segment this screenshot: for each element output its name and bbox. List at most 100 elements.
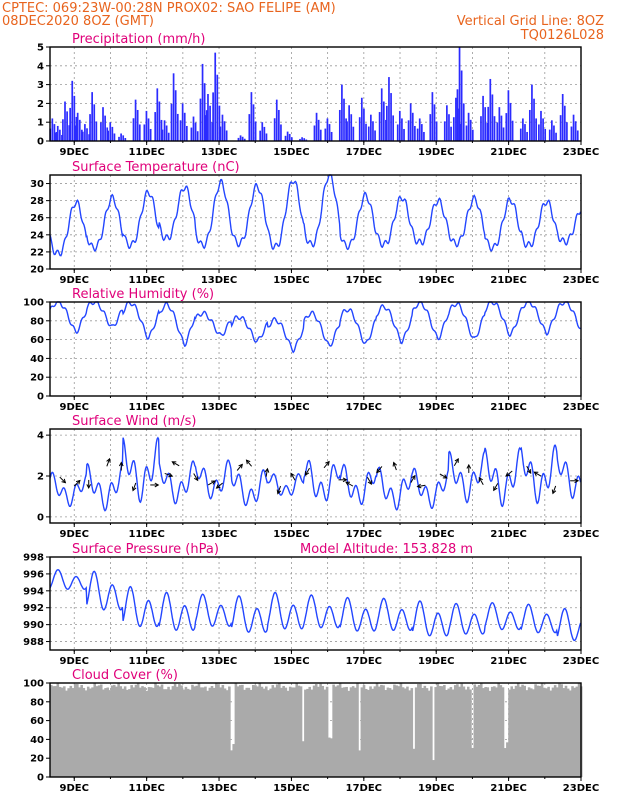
cloud-bar	[521, 684, 524, 777]
precip-bar	[363, 108, 365, 141]
precip-bar	[211, 122, 214, 141]
precip-bar	[360, 97, 363, 141]
temp-ytick-label: 24	[30, 230, 44, 241]
cloud-bar	[78, 687, 81, 777]
precip-bar	[467, 112, 470, 141]
cloud-bar	[162, 689, 166, 777]
header-station: CPTEC: 069:23W-00:28N PROX02: SAO FELIPE…	[2, 1, 336, 16]
temp-xtick-label: 11DEC	[128, 275, 164, 286]
precip-bar	[398, 110, 401, 141]
precip-bar	[378, 112, 381, 141]
cloud-bar	[390, 689, 394, 777]
wind-arrow	[236, 463, 243, 471]
wind-line	[49, 436, 582, 512]
cloud-bar	[225, 690, 229, 777]
precip-bar	[194, 122, 197, 141]
cloud-bar	[312, 685, 316, 777]
precip-bar	[69, 107, 71, 141]
precip-bar	[185, 125, 188, 141]
cloud-ytick-label: 20	[30, 754, 44, 765]
wind-arrow	[304, 467, 310, 476]
cloud-bar	[193, 686, 196, 777]
wind-arrow	[106, 457, 111, 467]
cloud-bar	[286, 690, 290, 777]
cloud-bar	[466, 686, 470, 777]
wind-arrow	[466, 463, 472, 473]
wind-arrow	[345, 481, 354, 487]
precip-bar	[350, 114, 353, 141]
cloud-bar	[562, 688, 566, 777]
precip-bar	[484, 107, 487, 141]
cloud-bar	[547, 686, 550, 777]
precip-bar	[465, 125, 468, 141]
precip-bar	[396, 124, 399, 141]
precip-bar	[102, 107, 104, 141]
wind-arrow	[290, 472, 296, 481]
cloud-bar	[317, 686, 320, 777]
precip-bar	[104, 115, 106, 141]
precip-bar	[254, 121, 257, 141]
cloud-bar	[178, 683, 181, 777]
precip-bar	[380, 88, 383, 141]
precip-bar	[559, 115, 562, 141]
cloud-bar	[384, 690, 388, 777]
cloud-bar	[327, 737, 331, 777]
cloud-bar	[529, 688, 533, 777]
cloud-bar	[128, 689, 131, 777]
precip-bar	[118, 136, 120, 141]
cloud-bar	[50, 685, 53, 777]
precip-bar	[124, 137, 127, 141]
cloud-bar	[291, 687, 294, 777]
cloud-ytick-label: 60	[30, 716, 44, 727]
precip-bar	[66, 111, 68, 141]
cloud-bar	[460, 683, 464, 777]
cloud-bar	[519, 686, 522, 777]
precip-bar	[259, 130, 262, 141]
cloud-bar	[288, 686, 292, 777]
cloud-bar	[499, 685, 503, 777]
precip-bar	[574, 121, 577, 141]
precip-bar	[418, 118, 421, 141]
precip-bar	[455, 97, 457, 141]
cloud-bar	[108, 690, 112, 777]
cloud-bar	[121, 688, 125, 777]
cloud-bar	[169, 689, 173, 777]
cloud-bar	[236, 686, 240, 777]
cloud-bar	[219, 687, 222, 777]
precip-bar	[358, 117, 361, 141]
precip-bar	[205, 110, 208, 141]
rh-line	[49, 301, 581, 354]
precip-bar	[263, 126, 266, 141]
cloud-bar	[152, 687, 155, 777]
wind-arrow	[367, 476, 372, 485]
cloud-bar	[60, 687, 64, 777]
cloud-bar	[134, 684, 138, 777]
header-date: 08DEC2020 8OZ (GMT)	[2, 14, 154, 29]
cloud-bar	[488, 690, 492, 777]
precip-bar	[553, 125, 555, 141]
precip-bar	[203, 83, 206, 141]
cloud-bar	[525, 690, 529, 777]
cloud-bar	[230, 750, 233, 777]
wind-arrow	[505, 470, 513, 477]
precip-bar	[407, 120, 410, 141]
cloud-bar	[89, 688, 92, 777]
precip-bar	[550, 120, 553, 141]
cloud-bar	[314, 683, 318, 777]
rh-ytick-label: 40	[30, 354, 44, 365]
cloud-bar	[158, 686, 162, 777]
precip-bar	[176, 113, 179, 141]
precip-bar	[179, 120, 182, 141]
precip-bar	[93, 104, 96, 141]
rh-title: Relative Humidity (%)	[72, 287, 214, 302]
cloud-bar	[425, 688, 429, 777]
cloud-bar	[215, 683, 218, 777]
precip-bar	[370, 114, 372, 141]
precip-bar	[156, 88, 159, 141]
cloud-bar	[458, 686, 461, 777]
cloud-bar	[443, 684, 446, 777]
cloud-bar	[436, 683, 440, 777]
precip-bar	[443, 121, 446, 141]
precip-bar	[221, 114, 224, 141]
